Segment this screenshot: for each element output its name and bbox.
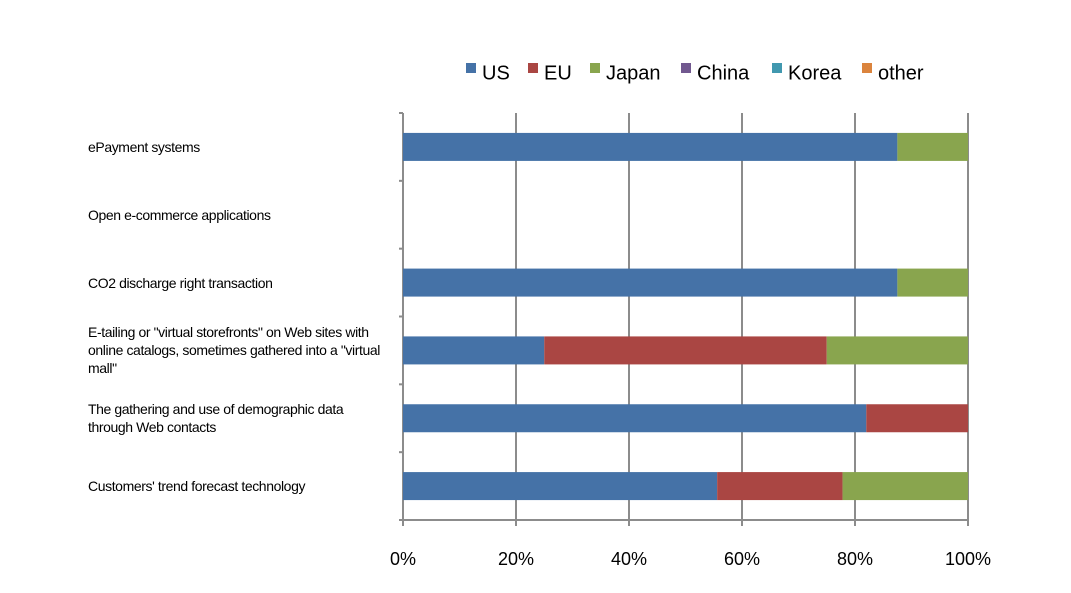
bar <box>866 404 968 433</box>
legend-label: US <box>482 62 510 84</box>
legend-swatch <box>681 63 691 73</box>
x-tick-label: 100% <box>945 549 991 569</box>
category-label: The gathering and use of demographic dat… <box>88 401 344 436</box>
bar <box>403 132 898 161</box>
category-label: ePayment systems <box>88 138 200 155</box>
x-tick-label: 60% <box>724 549 760 569</box>
legend-label: China <box>697 62 750 84</box>
x-tick-label: 40% <box>611 549 647 569</box>
legend-swatch <box>772 63 782 73</box>
x-tick-label: 0% <box>390 549 416 569</box>
bar <box>842 472 968 501</box>
x-tick-label: 20% <box>498 549 534 569</box>
legend-swatch <box>590 63 600 73</box>
bar <box>717 472 843 501</box>
legend-swatch <box>528 63 538 73</box>
bar <box>897 268 968 297</box>
x-tick-label: 80% <box>837 549 873 569</box>
bar <box>403 404 867 433</box>
category-label: Customers' trend forecast technology <box>88 478 306 495</box>
bar <box>826 336 968 365</box>
bar <box>403 268 898 297</box>
bar <box>544 336 827 365</box>
bar <box>403 472 718 501</box>
legend-label: other <box>878 62 924 84</box>
category-label: CO2 discharge right transaction <box>88 274 273 291</box>
legend-swatch <box>862 63 872 73</box>
bar <box>897 132 968 161</box>
category-label: Open e-commerce applications <box>88 206 271 223</box>
legend-label: EU <box>544 62 572 84</box>
legend-swatch <box>466 63 476 73</box>
bar <box>403 336 545 365</box>
legend-label: Japan <box>606 62 661 84</box>
category-label: E-tailing or "virtual storefronts" on We… <box>88 324 380 377</box>
legend-label: Korea <box>788 62 842 84</box>
